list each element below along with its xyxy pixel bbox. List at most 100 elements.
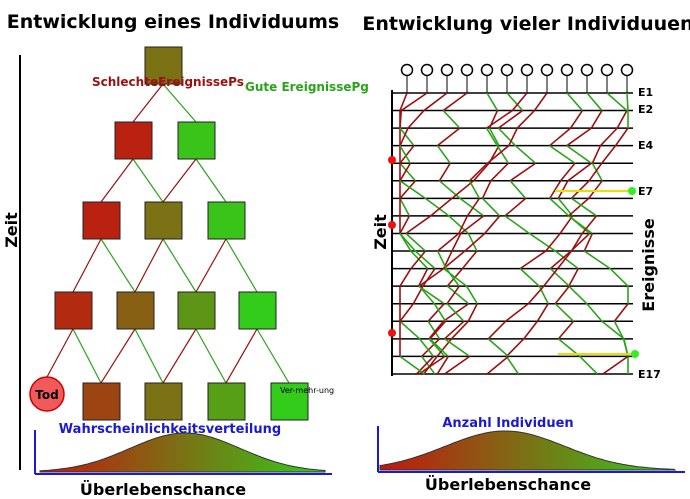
state-box xyxy=(54,291,93,330)
path-step xyxy=(399,162,412,182)
path-step xyxy=(606,92,628,112)
path-step xyxy=(504,197,527,217)
good-edge xyxy=(256,328,290,384)
path-step xyxy=(554,250,579,270)
path-step xyxy=(614,127,629,147)
path-step xyxy=(568,215,593,235)
bad-edge xyxy=(46,328,74,378)
path-step xyxy=(443,250,466,270)
path-step xyxy=(400,92,428,112)
path-step xyxy=(557,180,569,199)
path-step xyxy=(459,197,485,217)
path-step xyxy=(613,303,629,322)
right-axis-label: Zeit xyxy=(371,214,390,250)
path-step xyxy=(485,127,498,147)
path-step xyxy=(429,320,447,340)
good-label: Gute EreignissePg xyxy=(245,80,369,94)
good-edge xyxy=(72,328,102,384)
path-step xyxy=(571,197,597,217)
path-step xyxy=(423,355,438,375)
path-step xyxy=(581,215,598,234)
path-step xyxy=(419,338,435,357)
path-step xyxy=(588,162,603,182)
path-step xyxy=(399,180,426,200)
path-step xyxy=(591,162,603,182)
path-step xyxy=(506,92,524,112)
path-step xyxy=(399,268,412,287)
path-step xyxy=(405,215,432,235)
individual xyxy=(460,63,474,77)
state-box xyxy=(144,46,183,85)
path-step xyxy=(529,232,556,252)
path-step xyxy=(609,268,629,287)
right-title: Entwicklung vieler Individuuen xyxy=(362,13,690,35)
path-step xyxy=(436,250,447,269)
path-step xyxy=(583,250,611,270)
path-step xyxy=(487,320,507,340)
path-step xyxy=(399,320,421,340)
path-step xyxy=(497,127,516,147)
path-step xyxy=(467,233,478,252)
state-box xyxy=(177,121,216,160)
good-edge xyxy=(162,238,197,293)
bad-edge xyxy=(195,238,227,293)
path-step xyxy=(508,127,519,147)
individual xyxy=(560,63,574,77)
path-step xyxy=(399,92,408,111)
path-step xyxy=(481,197,501,217)
event-label: E4 xyxy=(638,139,654,152)
path-step xyxy=(410,250,427,270)
path-step xyxy=(399,355,425,375)
path-step xyxy=(505,338,525,357)
good-edge xyxy=(195,158,227,203)
path-step xyxy=(549,127,572,147)
path-step xyxy=(418,285,445,305)
reproduction-dot xyxy=(628,187,636,195)
path-step xyxy=(545,232,561,252)
individual xyxy=(540,63,554,77)
state-box xyxy=(114,121,153,160)
path-step xyxy=(422,268,436,287)
path-step xyxy=(399,127,409,147)
path-step xyxy=(428,320,445,340)
path-step xyxy=(583,233,594,252)
path-step xyxy=(490,162,509,182)
state-box xyxy=(207,382,246,421)
path-step xyxy=(472,162,490,182)
path-step xyxy=(519,268,540,287)
reproduction-dot xyxy=(631,350,639,358)
bad-edge xyxy=(100,158,134,203)
path-step xyxy=(504,215,530,235)
path-step xyxy=(399,127,415,147)
path-step xyxy=(570,233,583,252)
path-step xyxy=(442,92,468,112)
path-step xyxy=(438,162,451,182)
bad-edge xyxy=(100,328,136,384)
path-step xyxy=(399,180,416,199)
death-label: Tod xyxy=(35,388,58,402)
path-step xyxy=(436,127,461,147)
path-step xyxy=(568,285,588,305)
bad-edge xyxy=(72,238,102,293)
path-step xyxy=(445,268,460,287)
path-step xyxy=(430,197,453,217)
path-step xyxy=(533,92,548,112)
path-step xyxy=(486,92,499,111)
path-step xyxy=(505,303,529,322)
individual xyxy=(520,63,534,77)
path-step xyxy=(554,303,575,322)
state-box xyxy=(144,201,183,240)
event-label: E2 xyxy=(638,103,653,116)
path-step xyxy=(468,162,489,182)
state-box xyxy=(177,291,216,330)
left-x-label: Überlebenschance xyxy=(80,480,246,499)
state-box xyxy=(116,291,155,330)
state-box xyxy=(82,201,121,240)
path-step xyxy=(566,92,584,112)
path-step xyxy=(486,145,510,164)
death-dot xyxy=(388,156,396,164)
path-step xyxy=(423,92,448,112)
path-step xyxy=(410,250,429,270)
path-step xyxy=(549,180,562,199)
path-step xyxy=(557,320,575,340)
